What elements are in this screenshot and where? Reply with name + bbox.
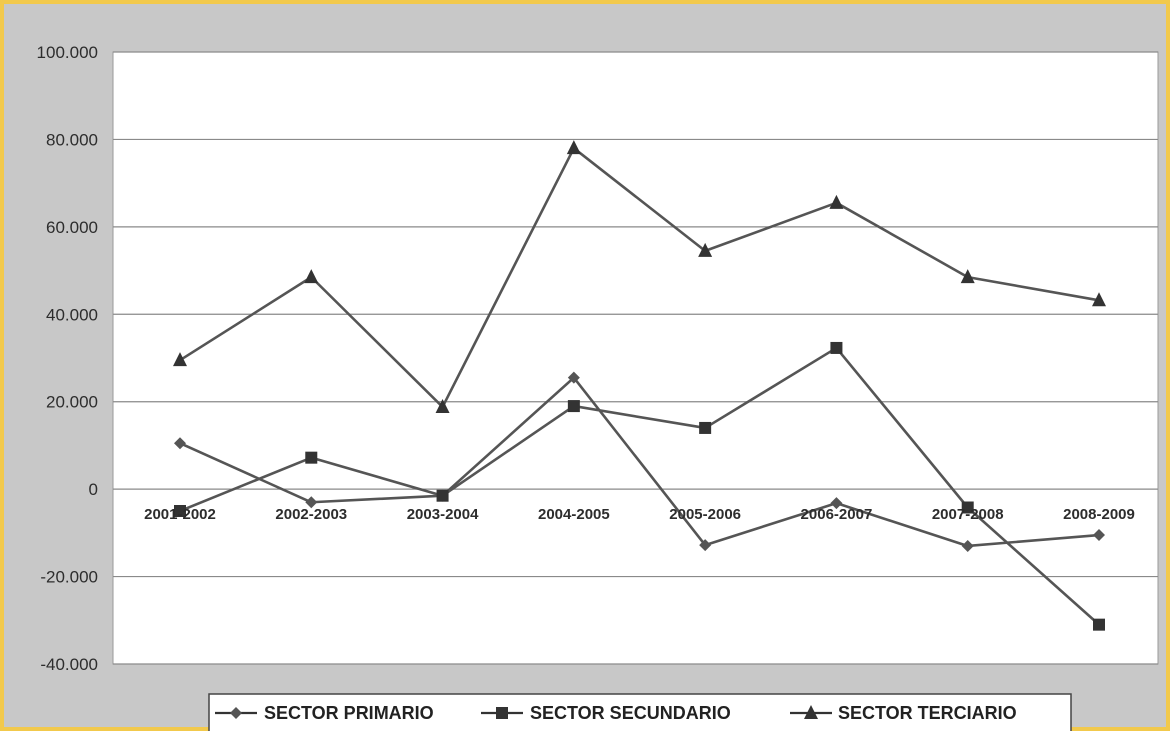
x-tick-label: 2001-2002 <box>144 506 216 523</box>
x-tick-label: 2002-2003 <box>275 506 347 523</box>
data-point-secundario <box>567 400 580 413</box>
y-tick-label: 80.000 <box>46 130 98 149</box>
data-point-secundario <box>961 501 974 514</box>
data-point-terciario <box>173 352 187 367</box>
legend-label: SECTOR TERCIARIO <box>838 703 1017 723</box>
y-tick-label: 0 <box>89 480 98 499</box>
data-point-terciario <box>829 194 844 209</box>
series-line-square <box>179 346 1100 626</box>
gridlines <box>113 51 1158 665</box>
legend: SECTOR PRIMARIO SECTOR SECUNDARIO SECTOR T… <box>208 693 1072 731</box>
x-tick-label: 2003-2004 <box>407 506 479 523</box>
data-point-secundario <box>496 707 508 719</box>
data-point-primario <box>174 437 186 450</box>
data-point-primario <box>1093 529 1105 542</box>
x-tick-label: 2008-2009 <box>1063 506 1135 523</box>
data-point-secundario <box>174 505 186 517</box>
x-axis-tick-labels: 2001-2002 2002-2003 2003-2004 2004-2005 2005… <box>144 506 1135 523</box>
data-point-terciario <box>566 140 581 155</box>
data-point-terciario <box>435 398 450 413</box>
y-tick-label: -40.000 <box>40 655 98 674</box>
x-tick-label: 2006-2007 <box>801 506 873 523</box>
data-point-primario <box>961 539 974 552</box>
data-point-primario <box>305 496 318 509</box>
data-point-primario <box>699 539 712 552</box>
data-point-terciario <box>698 242 713 257</box>
y-tick-label: 60.000 <box>46 218 98 237</box>
plot-area <box>112 51 1159 665</box>
data-point-terciario <box>804 705 818 719</box>
legend-box <box>208 693 1072 731</box>
data-point-secundario <box>699 421 712 434</box>
data-point-secundario <box>436 489 449 502</box>
data-point-secundario <box>1093 618 1105 631</box>
legend-label: SECTOR SECUNDARIO <box>530 703 731 723</box>
y-tick-label: 20.000 <box>46 393 98 412</box>
legend-label: SECTOR PRIMARIO <box>264 703 434 723</box>
x-tick-label: 2007-2008 <box>932 506 1004 523</box>
y-tick-label: 100.000 <box>37 43 98 62</box>
data-point-terciario <box>960 269 975 284</box>
x-tick-label: 2005-2006 <box>669 506 741 523</box>
data-point-terciario <box>1092 292 1106 307</box>
data-point-secundario <box>305 451 318 464</box>
data-point-primario <box>830 497 843 510</box>
series-lines <box>173 140 1106 631</box>
y-tick-label: 40.000 <box>46 305 98 324</box>
y-axis-tick-labels: 100.000 80.000 60.000 40.000 20.000 0 -20.000 -… <box>37 43 98 674</box>
y-tick-label: -20.000 <box>40 568 98 587</box>
data-point-primario <box>230 707 242 719</box>
data-point-primario <box>567 371 580 384</box>
series-line-diamond <box>179 376 1100 548</box>
data-point-secundario <box>830 341 843 354</box>
data-point-terciario <box>304 269 319 284</box>
series-line-triangle <box>179 146 1100 409</box>
x-tick-label: 2004-2005 <box>538 506 610 523</box>
